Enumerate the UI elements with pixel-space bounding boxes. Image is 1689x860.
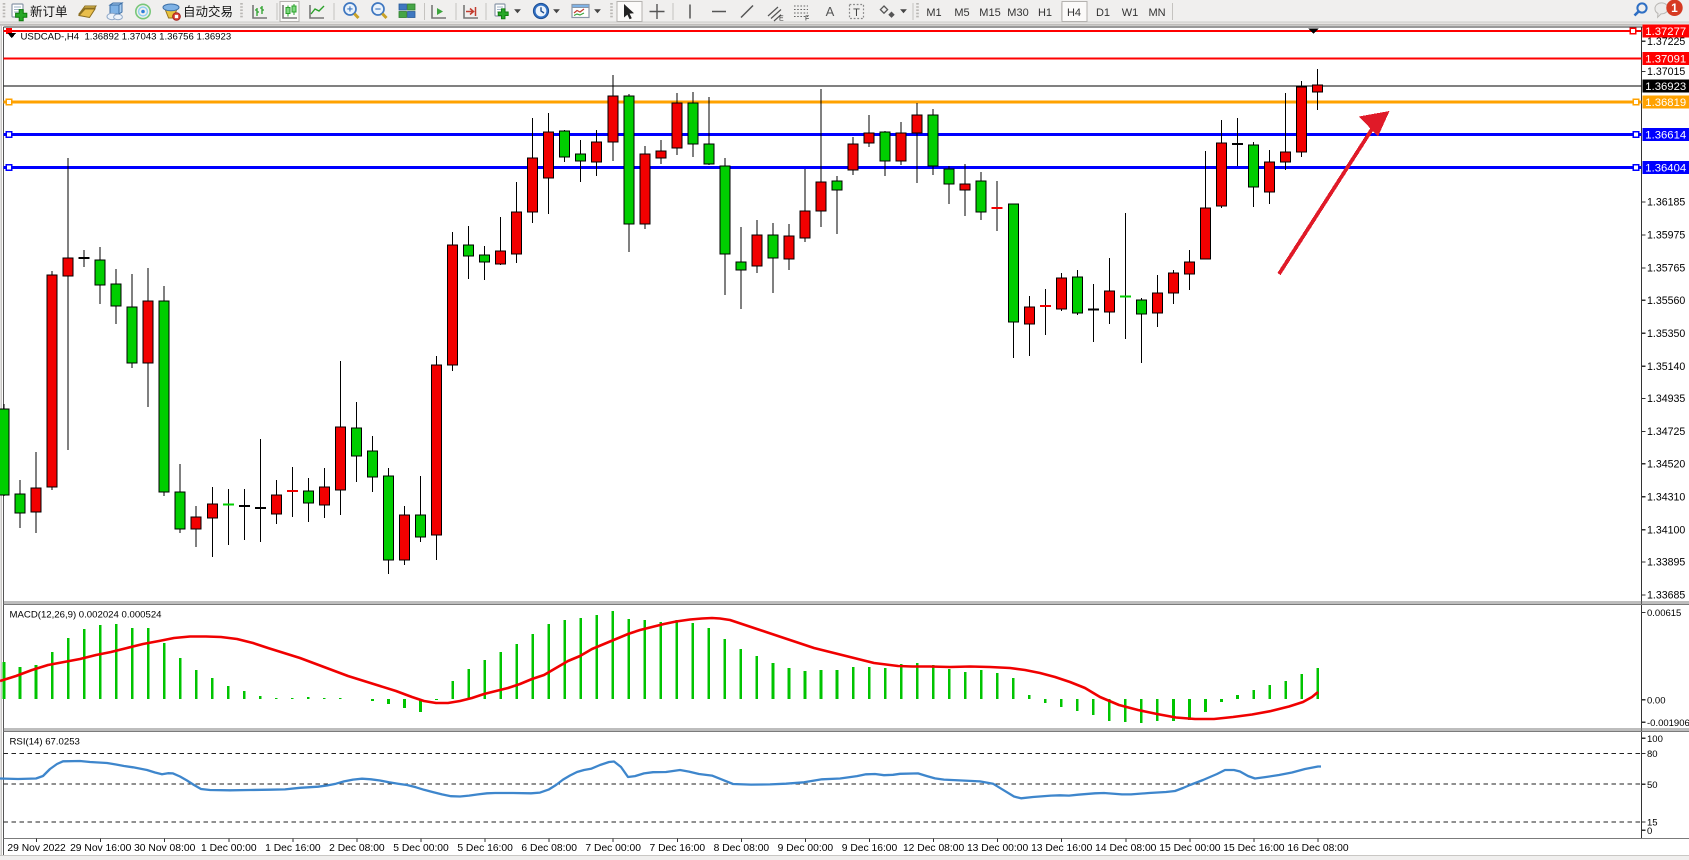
svg-text:1.36404: 1.36404: [1645, 163, 1686, 175]
svg-text:0: 0: [1647, 826, 1652, 837]
svg-text:1.34520: 1.34520: [1647, 458, 1685, 470]
svg-text:T: T: [853, 7, 860, 19]
svg-text:15 Dec 16:00: 15 Dec 16:00: [1223, 843, 1285, 854]
svg-text:1.36923: 1.36923: [1645, 81, 1686, 93]
svg-text:1.35975: 1.35975: [1647, 230, 1685, 242]
svg-text:−: −: [375, 4, 381, 16]
svg-text:15: 15: [1647, 818, 1658, 829]
svg-text:8 Dec 08:00: 8 Dec 08:00: [714, 843, 770, 854]
svg-text:1.36614: 1.36614: [1645, 130, 1686, 142]
svg-text:1.34935: 1.34935: [1647, 393, 1685, 405]
svg-text:USDCAD-,H4 1.36892 1.37043 1.: USDCAD-,H4 1.36892 1.37043 1.36756 1.369…: [21, 31, 232, 42]
svg-text:13 Dec 00:00: 13 Dec 00:00: [967, 843, 1029, 854]
svg-text:7 Dec 16:00: 7 Dec 16:00: [650, 843, 706, 854]
svg-text:29 Nov 16:00: 29 Nov 16:00: [70, 843, 132, 854]
svg-text:+: +: [347, 4, 353, 16]
svg-text:1.37091: 1.37091: [1645, 54, 1686, 66]
svg-text:1.34100: 1.34100: [1647, 524, 1685, 536]
svg-text:5 Dec 00:00: 5 Dec 00:00: [393, 843, 449, 854]
svg-text:29 Nov 2022: 29 Nov 2022: [7, 843, 66, 854]
svg-text:6 Dec 08:00: 6 Dec 08:00: [521, 843, 577, 854]
svg-text:-0.001906: -0.001906: [1647, 718, 1689, 729]
svg-text:M30: M30: [1007, 7, 1028, 19]
svg-text:1.34310: 1.34310: [1647, 491, 1685, 503]
svg-text:16 Dec 08:00: 16 Dec 08:00: [1287, 843, 1349, 854]
svg-text:W1: W1: [1122, 7, 1139, 19]
svg-text:1.35765: 1.35765: [1647, 263, 1685, 275]
svg-text:D1: D1: [1096, 7, 1110, 19]
svg-text:5 Dec 16:00: 5 Dec 16:00: [457, 843, 513, 854]
svg-text:1 Dec 16:00: 1 Dec 16:00: [265, 843, 321, 854]
svg-text:1.35560: 1.35560: [1647, 295, 1685, 307]
svg-text:MACD(12,26,9) 0.002024 0.00052: MACD(12,26,9) 0.002024 0.000524: [10, 610, 163, 621]
svg-text:MN: MN: [1148, 7, 1165, 19]
svg-text:100: 100: [1647, 734, 1663, 745]
svg-text:1.37225: 1.37225: [1647, 36, 1685, 48]
svg-text:H4: H4: [1067, 7, 1081, 19]
svg-text:30 Nov 08:00: 30 Nov 08:00: [134, 843, 196, 854]
svg-text:自动交易: 自动交易: [183, 4, 233, 19]
svg-text:0.00: 0.00: [1647, 695, 1666, 706]
svg-text:新订单: 新订单: [30, 4, 68, 19]
svg-text:A: A: [826, 4, 835, 19]
svg-text:RSI(14) 67.0253: RSI(14) 67.0253: [10, 737, 80, 748]
svg-text:M5: M5: [954, 7, 969, 19]
svg-text:12 Dec 08:00: 12 Dec 08:00: [903, 843, 965, 854]
svg-text:14 Dec 08:00: 14 Dec 08:00: [1095, 843, 1157, 854]
svg-text:9 Dec 00:00: 9 Dec 00:00: [778, 843, 834, 854]
svg-text:0.00615: 0.00615: [1647, 608, 1681, 619]
svg-text:E: E: [779, 16, 784, 23]
svg-text:1.36819: 1.36819: [1645, 97, 1686, 109]
svg-text:1.33895: 1.33895: [1647, 557, 1685, 569]
svg-text:1.37277: 1.37277: [1645, 26, 1686, 38]
svg-text:1.35140: 1.35140: [1647, 361, 1685, 373]
svg-text:2 Dec 08:00: 2 Dec 08:00: [329, 843, 385, 854]
svg-text:1.34725: 1.34725: [1647, 426, 1685, 438]
svg-text:80: 80: [1647, 749, 1658, 760]
svg-text:M15: M15: [979, 7, 1000, 19]
svg-text:H1: H1: [1038, 7, 1052, 19]
svg-text:50: 50: [1647, 780, 1658, 791]
svg-text:1: 1: [1671, 1, 1678, 15]
svg-text:15 Dec 00:00: 15 Dec 00:00: [1159, 843, 1221, 854]
svg-text:1.35350: 1.35350: [1647, 328, 1685, 340]
svg-text:M1: M1: [926, 7, 941, 19]
svg-text:9 Dec 16:00: 9 Dec 16:00: [842, 843, 898, 854]
svg-text:1.36185: 1.36185: [1647, 197, 1685, 209]
svg-text:1.37015: 1.37015: [1647, 66, 1685, 78]
svg-text:13 Dec 16:00: 13 Dec 16:00: [1031, 843, 1093, 854]
svg-text:1.33685: 1.33685: [1647, 590, 1685, 602]
svg-text:7 Dec 00:00: 7 Dec 00:00: [585, 843, 641, 854]
svg-text:1 Dec 00:00: 1 Dec 00:00: [201, 843, 257, 854]
svg-text:F: F: [805, 16, 809, 23]
